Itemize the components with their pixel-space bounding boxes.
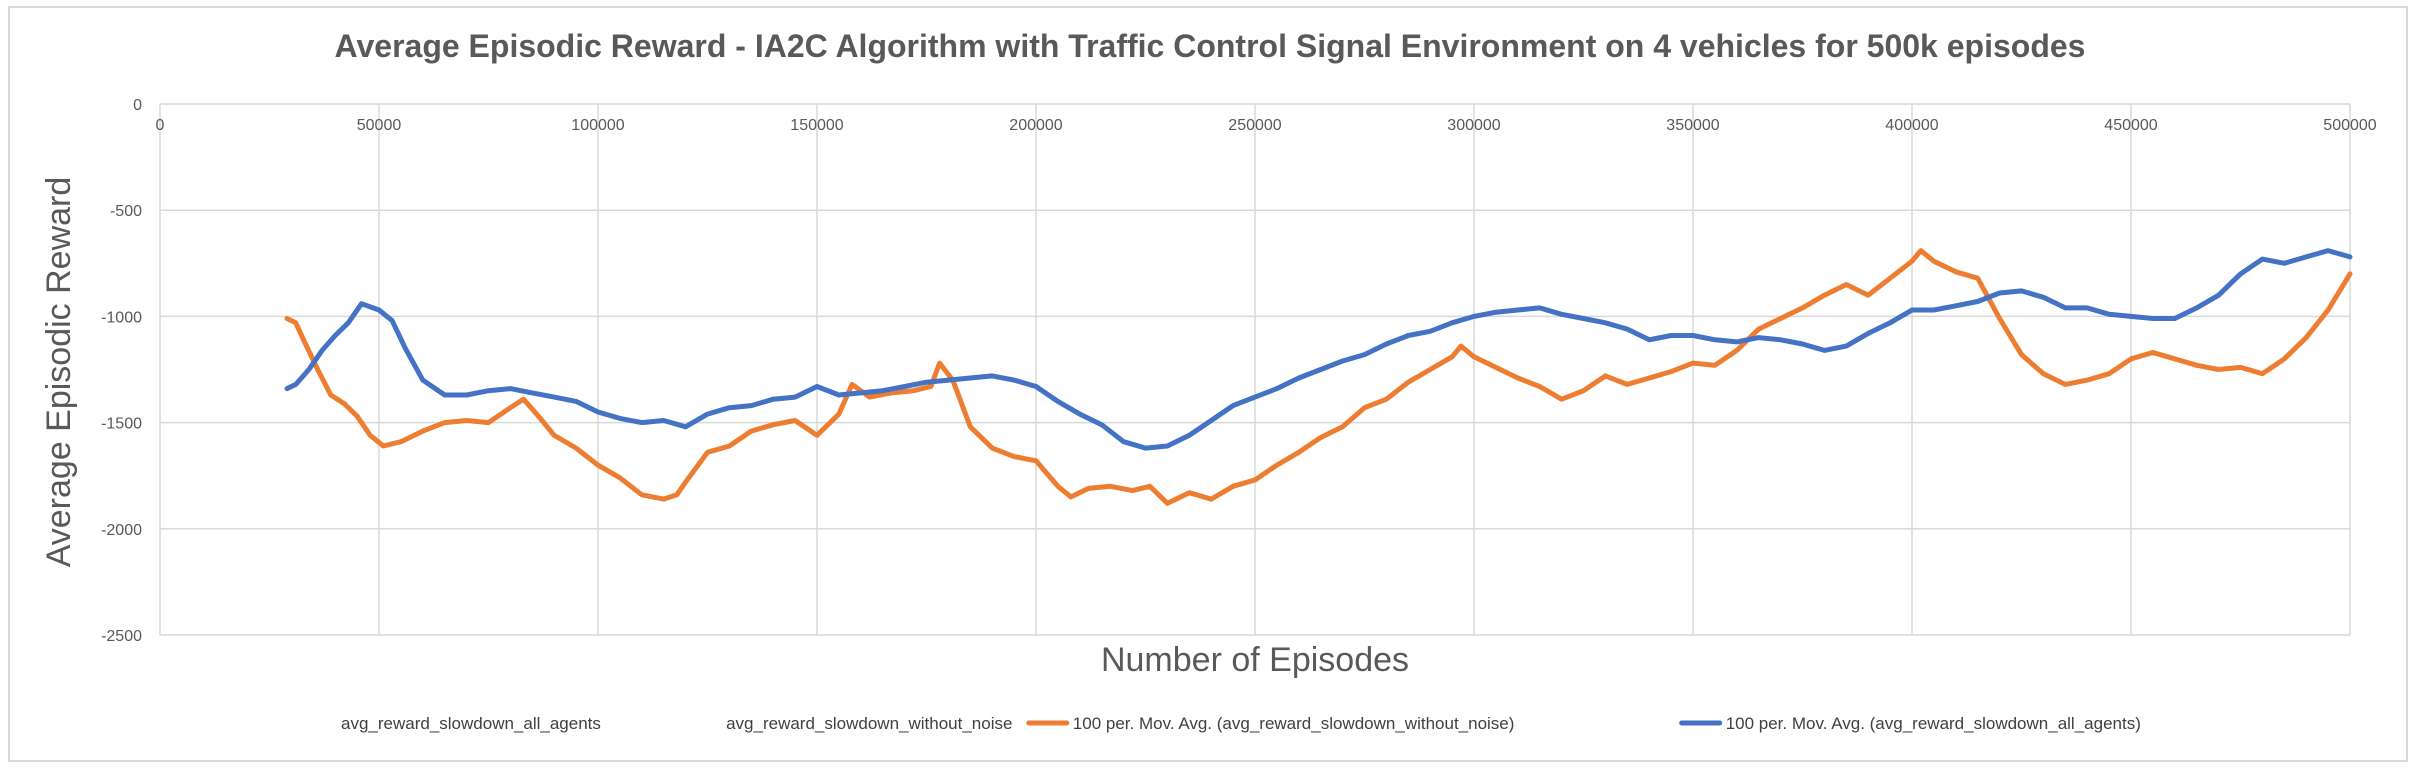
y-tick-label: 0 <box>133 97 142 114</box>
y-tick-label: -1500 <box>101 416 142 433</box>
x-tick-label: 450000 <box>2104 117 2157 134</box>
chart-title: Average Episodic Reward - IA2C Algorithm… <box>335 28 2086 64</box>
legend-item-1: avg_reward_slowdown_all_agents <box>341 714 601 733</box>
x-tick-labels: 0 50000 100000 150000 200000 250000 300000 3500… <box>156 117 2377 134</box>
x-tick-label: 50000 <box>357 117 402 134</box>
series-line-2 <box>284 248 2353 451</box>
y-tick-label: -1000 <box>101 309 142 326</box>
legend-item-4: 100 per. Mov. Avg. (avg_reward_slowdown_… <box>1679 714 2141 733</box>
gridlines <box>159 103 2351 636</box>
legend-label: avg_reward_slowdown_all_agents <box>341 714 601 733</box>
y-tick-labels: 0 -500 -1000 -1500 -2000 -2500 <box>101 97 142 645</box>
x-tick-label: 100000 <box>571 117 624 134</box>
chart-frame: Average Episodic Reward - IA2C Algorithm… <box>8 6 2408 762</box>
y-axis-title: Average Episodic Reward <box>40 177 78 568</box>
legend-label: 100 per. Mov. Avg. (avg_reward_slowdown_… <box>1073 714 1515 733</box>
x-tick-label: 150000 <box>790 117 843 134</box>
y-tick-label: -2000 <box>101 522 142 539</box>
x-tick-label: 200000 <box>1009 117 1062 134</box>
y-tick-label: -2500 <box>101 628 142 645</box>
x-tick-label: 0 <box>156 117 165 134</box>
x-axis-title: Number of Episodes <box>1101 641 1409 679</box>
series-lines <box>284 248 2353 506</box>
x-tick-label: 350000 <box>1666 117 1719 134</box>
legend-item-2: avg_reward_slowdown_without_noise <box>726 714 1012 733</box>
legend-item-3: 100 per. Mov. Avg. (avg_reward_slowdown_… <box>1026 714 1515 733</box>
x-tick-label: 400000 <box>1885 117 1938 134</box>
x-tick-label: 250000 <box>1228 117 1281 134</box>
legend-label: avg_reward_slowdown_without_noise <box>726 714 1012 733</box>
y-tick-label: -500 <box>110 203 142 220</box>
x-tick-label: 300000 <box>1447 117 1500 134</box>
legend: avg_reward_slowdown_all_agents avg_reward… <box>341 714 2141 733</box>
series-line-1 <box>284 248 2353 506</box>
line-chart: Average Episodic Reward - IA2C Algorithm… <box>40 28 2377 733</box>
legend-label: 100 per. Mov. Avg. (avg_reward_slowdown_… <box>1726 714 2141 733</box>
x-tick-label: 500000 <box>2323 117 2376 134</box>
